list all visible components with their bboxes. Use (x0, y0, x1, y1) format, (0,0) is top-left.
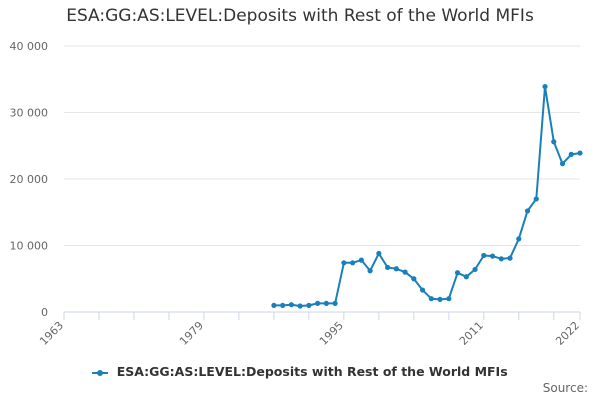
data-point (288, 302, 294, 308)
series-layer (271, 83, 583, 309)
y-tick-label: 30 000 (10, 107, 49, 120)
legend[interactable]: ESA:GG:AS:LEVEL:Deposits with Rest of th… (0, 364, 600, 379)
data-point (489, 253, 496, 259)
data-point (542, 83, 548, 90)
x-tick-label: 1963 (37, 319, 66, 348)
data-point (568, 151, 574, 157)
data-point (280, 302, 286, 308)
legend-label: ESA:GG:AS:LEVEL:Deposits with Rest of th… (116, 364, 508, 379)
data-point (402, 269, 408, 275)
data-point (463, 274, 469, 280)
data-point (306, 302, 312, 308)
x-tick-label: 2022 (553, 319, 582, 348)
legend-swatch (92, 368, 109, 378)
series-line (273, 85, 581, 307)
data-point (384, 264, 391, 271)
data-point (454, 270, 461, 276)
data-point (551, 139, 557, 145)
chart-title: ESA:GG:AS:LEVEL:Deposits with Rest of th… (66, 6, 534, 26)
data-point (577, 150, 583, 156)
data-point (559, 161, 566, 167)
data-point (271, 302, 277, 308)
data-point (350, 260, 356, 266)
data-point (367, 268, 373, 274)
x-axis: 1963 1979 1995 2011 2022 (37, 311, 582, 348)
data-point (498, 256, 504, 262)
data-point (341, 260, 347, 266)
y-tick-label: 10 000 (10, 240, 49, 253)
data-point (446, 296, 452, 302)
x-tick-label: 1995 (317, 319, 346, 348)
data-point (533, 196, 539, 202)
data-point (419, 287, 426, 293)
data-point (516, 236, 522, 242)
data-point (411, 276, 417, 282)
y-tick-label: 0 (41, 306, 48, 319)
data-point (393, 266, 399, 272)
data-point (297, 303, 303, 309)
y-tick-label: 40 000 (10, 40, 49, 53)
y-tick-label: 20 000 (10, 173, 49, 186)
x-tick-label: 1979 (177, 319, 206, 348)
data-point (376, 250, 382, 257)
data-point (332, 300, 338, 306)
data-point (358, 257, 364, 263)
data-point (428, 296, 434, 302)
data-point (437, 296, 443, 302)
x-tick-label: 2011 (457, 319, 486, 348)
data-point (524, 208, 531, 214)
data-point (507, 255, 513, 261)
data-point (323, 300, 329, 306)
source-label: Source: (542, 381, 588, 395)
data-point (315, 300, 321, 306)
data-point (472, 266, 478, 273)
y-axis-tick-labels: 0 10 000 20 000 30 000 40 000 (10, 40, 49, 319)
data-point (481, 252, 487, 259)
gridlines (64, 45, 580, 246)
